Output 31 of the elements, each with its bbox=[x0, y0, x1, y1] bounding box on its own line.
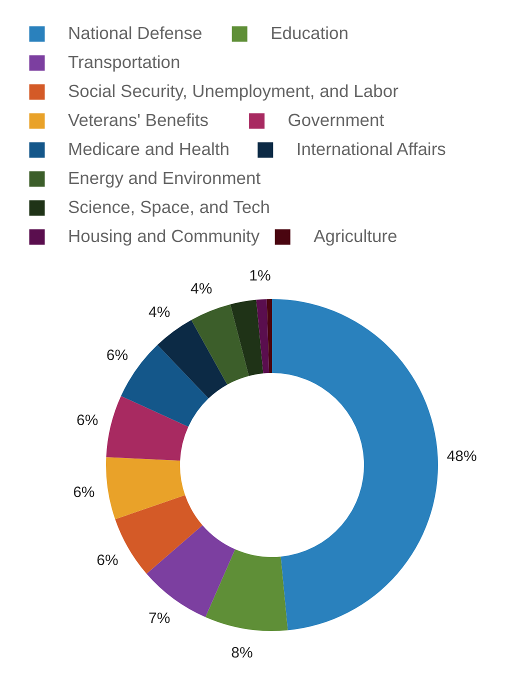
legend-label: International Affairs bbox=[296, 139, 446, 159]
donut-slice bbox=[106, 457, 186, 520]
legend-label: Education bbox=[270, 23, 348, 43]
donut-slice bbox=[272, 299, 438, 630]
legend-label: Medicare and Health bbox=[68, 139, 230, 159]
legend-label: Transportation bbox=[68, 52, 180, 72]
donut-slice bbox=[157, 320, 228, 398]
donut-slice bbox=[106, 396, 188, 461]
donut-slice bbox=[191, 304, 249, 385]
donut-slice bbox=[205, 549, 288, 631]
data-label: 6% bbox=[96, 552, 118, 569]
data-label: 7% bbox=[148, 610, 170, 627]
data-label: 1% bbox=[249, 267, 271, 284]
data-label: 6% bbox=[76, 412, 98, 430]
legend-label: National Defense bbox=[68, 23, 202, 43]
data-label: 48% bbox=[446, 448, 477, 465]
data-label: 4% bbox=[148, 304, 170, 321]
donut-slice bbox=[266, 299, 272, 374]
legend-label: Housing and Community bbox=[68, 226, 260, 246]
data-label: 8% bbox=[231, 644, 253, 662]
donut-slice bbox=[230, 300, 264, 376]
legend-label: Government bbox=[288, 110, 384, 130]
data-label: 6% bbox=[73, 484, 95, 502]
donut-slice bbox=[256, 299, 270, 374]
legend-label: Agriculture bbox=[314, 226, 398, 246]
legend-label: Veterans' Benefits bbox=[68, 110, 209, 130]
data-label: 4% bbox=[190, 280, 212, 298]
legend-label: Science, Space, and Tech bbox=[68, 197, 270, 217]
data-label: 6% bbox=[106, 346, 128, 364]
legend-label: Energy and Environment bbox=[68, 168, 261, 188]
legend-label: Social Security, Unemployment, and Labor bbox=[68, 81, 399, 101]
